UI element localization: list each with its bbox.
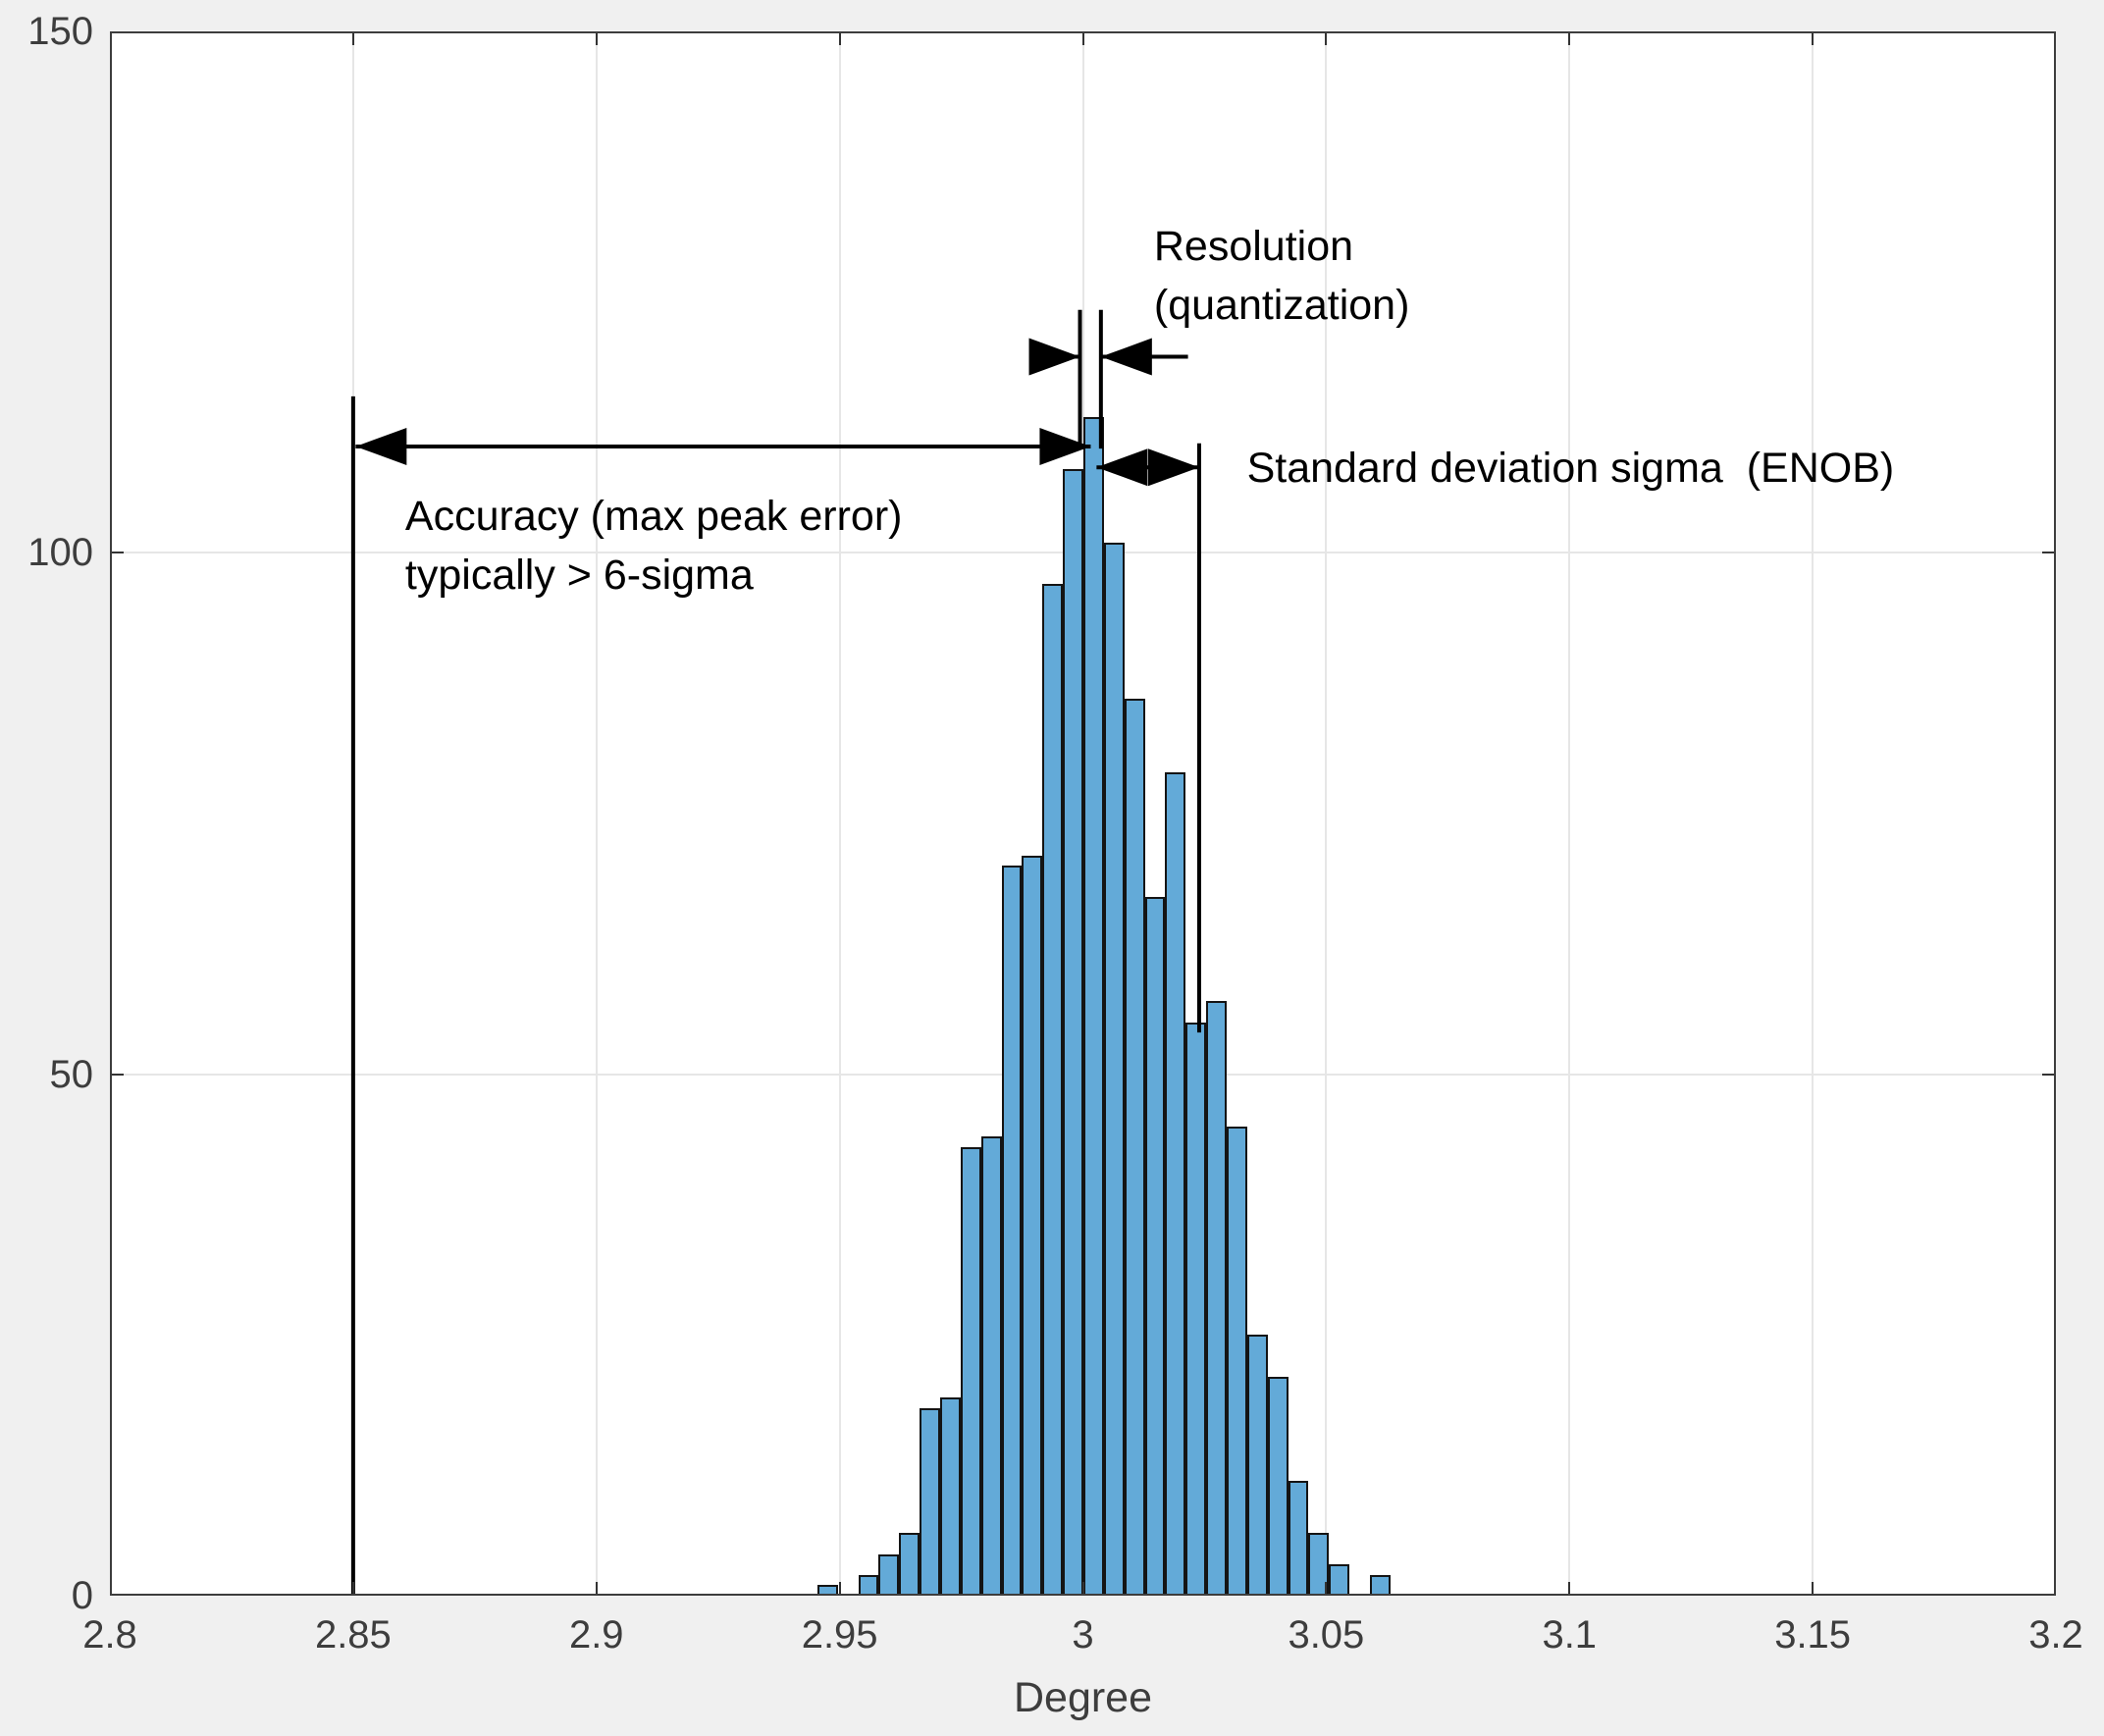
accuracy-label: Accuracy (max peak error) typically > 6-…	[404, 493, 903, 600]
x-tick-mark	[351, 31, 354, 45]
x-tick-mark	[1325, 31, 1328, 45]
x-gridline	[1568, 31, 1571, 1596]
histogram-bar	[1308, 1533, 1330, 1596]
x-tick-mark	[838, 1582, 841, 1596]
y-tick-mark	[2042, 552, 2056, 554]
histogram-bar	[960, 1147, 981, 1596]
x-gridline	[1325, 31, 1328, 1596]
y-tick-label: 0	[71, 1574, 93, 1617]
histogram-bar	[1226, 1126, 1247, 1596]
resolution-label: Resolution (quantization)	[1153, 223, 1410, 330]
resolution-arrow-left-head	[1028, 338, 1080, 376]
histogram-bar	[1042, 584, 1064, 1596]
x-tick-mark	[1568, 1582, 1571, 1596]
x-tick-label: 3.05	[1288, 1613, 1365, 1657]
histogram-bar	[1267, 1376, 1289, 1596]
histogram-bar	[1144, 897, 1166, 1596]
histogram-bar	[939, 1397, 961, 1596]
histogram-bar	[1246, 1335, 1268, 1596]
x-axis-label: Degree	[1013, 1674, 1153, 1721]
histogram-bar	[1165, 771, 1186, 1596]
histogram-bar	[878, 1553, 900, 1596]
x-tick-mark	[1812, 1582, 1815, 1596]
y-tick-label: 150	[27, 10, 93, 53]
sigma-arrow-head	[1096, 448, 1148, 487]
accuracy-arrow-head	[1039, 427, 1091, 465]
sigma-arrow-head	[1147, 448, 1199, 487]
histogram-bar	[1001, 866, 1023, 1596]
sigma-label: Standard deviation sigma (ENOB)	[1246, 445, 1895, 493]
x-tick-mark	[1081, 1582, 1084, 1596]
x-tick-label: 2.95	[801, 1613, 878, 1657]
x-tick-label: 3.15	[1774, 1613, 1852, 1657]
x-gridline	[838, 31, 841, 1596]
histogram-bar	[1063, 469, 1083, 1596]
histogram-bar	[899, 1533, 920, 1596]
y-tick-label: 100	[27, 531, 93, 575]
x-gridline	[1812, 31, 1815, 1596]
x-tick-mark	[1325, 1582, 1328, 1596]
x-tick-label: 2.8	[82, 1613, 137, 1657]
x-gridline	[595, 31, 598, 1596]
x-tick-mark	[595, 31, 598, 45]
x-tick-mark	[1081, 31, 1084, 45]
y-tick-label: 50	[49, 1052, 94, 1096]
histogram-bar	[1124, 699, 1145, 1596]
plot-area: Resolution (quantization) Standard deviat…	[110, 31, 2056, 1596]
histogram-bar	[816, 1585, 838, 1596]
histogram-bar	[1288, 1481, 1309, 1596]
histogram-bar	[1022, 855, 1043, 1596]
x-tick-mark	[1812, 31, 1815, 45]
histogram-bar	[1103, 542, 1125, 1596]
histogram-bar	[920, 1407, 940, 1596]
x-tick-label: 3	[1072, 1613, 1094, 1657]
y-tick-mark	[2042, 1073, 2056, 1076]
x-tick-label: 2.9	[568, 1613, 624, 1657]
y-tick-mark	[110, 1073, 124, 1076]
histogram-bar	[1082, 417, 1104, 1596]
x-tick-label: 3.1	[1542, 1613, 1598, 1657]
histogram-bar	[858, 1574, 879, 1596]
annotation-arrows	[350, 309, 1201, 1596]
resolution-arrow-right-head	[1100, 338, 1152, 376]
x-tick-label: 3.2	[2028, 1613, 2083, 1657]
x-tick-mark	[595, 1582, 598, 1596]
histogram-bar	[980, 1136, 1002, 1596]
histogram-bar	[1369, 1574, 1391, 1596]
histogram-bar	[1185, 1022, 1207, 1596]
x-tick-mark	[838, 31, 841, 45]
y-tick-mark	[110, 552, 124, 554]
x-tick-mark	[351, 1582, 354, 1596]
x-tick-label: 2.85	[314, 1613, 392, 1657]
histogram-bar	[1329, 1564, 1350, 1596]
x-tick-mark	[1568, 31, 1571, 45]
histogram-bar	[1206, 1001, 1227, 1596]
accuracy-arrow-head	[355, 427, 407, 465]
